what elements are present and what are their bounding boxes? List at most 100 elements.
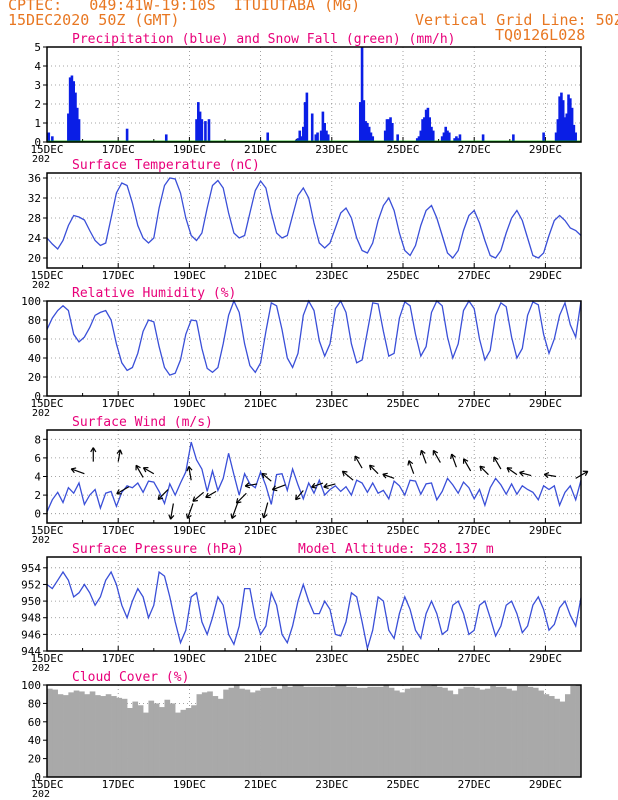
wind-arrow-head bbox=[272, 489, 278, 492]
wind-arrow-head bbox=[119, 449, 123, 455]
wind-arrow-head bbox=[135, 464, 141, 469]
precip-bar bbox=[325, 130, 328, 142]
panel-5-xtick-label: 23DEC bbox=[315, 652, 348, 665]
precip-bar bbox=[396, 134, 399, 142]
precip-bar bbox=[326, 134, 330, 142]
wind-arrow-head bbox=[382, 473, 387, 479]
precip-bar bbox=[554, 132, 558, 142]
panel-5-ytick-label: 948 bbox=[21, 612, 41, 625]
precip-bar bbox=[75, 107, 79, 142]
cloud-cover-bar bbox=[143, 712, 149, 777]
wind-arrow-head bbox=[261, 513, 265, 519]
cloud-cover-bar bbox=[180, 709, 187, 777]
wind-arrow-head bbox=[295, 494, 297, 500]
precip-bar bbox=[67, 113, 70, 142]
precip-bar bbox=[310, 113, 314, 142]
wind-arrow-head bbox=[116, 489, 120, 495]
precip-bar bbox=[570, 107, 574, 142]
model-altitude: Model Altitude: 528.137 m bbox=[298, 542, 494, 557]
cloud-cover-bar bbox=[495, 686, 502, 777]
panel-1-xtick-label: 23DEC bbox=[315, 143, 348, 156]
panel-6-xtick-label: 15DEC bbox=[30, 778, 63, 791]
panel-2-xtick-label: 23DEC bbox=[315, 269, 348, 282]
wind-arrow-head bbox=[519, 470, 525, 474]
cloud-cover-bar bbox=[383, 685, 390, 777]
precip-bar bbox=[458, 134, 462, 142]
panel-4-xtick-label: 17DEC bbox=[102, 524, 135, 537]
cloud-cover-bar bbox=[458, 688, 464, 777]
cloud-cover-bar bbox=[388, 687, 395, 777]
cloud-cover-bar bbox=[271, 686, 277, 777]
precip-bar bbox=[68, 77, 72, 142]
cloud-cover-bar bbox=[500, 686, 507, 777]
wind-arrow-head bbox=[192, 496, 196, 502]
wind-arrow bbox=[354, 455, 363, 469]
wind-arrow bbox=[236, 492, 247, 504]
cloud-cover-bar bbox=[420, 685, 427, 777]
panel-6-ytick-label: 0 bbox=[34, 771, 41, 784]
wind-arrow bbox=[323, 483, 336, 488]
wind-arrow-head bbox=[187, 514, 192, 519]
cloud-cover-bar bbox=[116, 697, 123, 777]
cloud-cover-bar bbox=[212, 696, 219, 777]
panel-2-ytick-label: 32 bbox=[28, 192, 41, 205]
precip-bar bbox=[419, 130, 423, 142]
wind-arrow-head bbox=[369, 464, 375, 468]
wind-arrow-head bbox=[506, 467, 510, 473]
wind-arrow-head bbox=[261, 472, 268, 475]
precip-bar bbox=[51, 136, 54, 142]
wind-arrow bbox=[192, 491, 205, 502]
wind-arrow-head bbox=[92, 447, 97, 453]
cloud-cover-bar bbox=[346, 686, 352, 777]
panel-1-xtick-label: 29DEC bbox=[529, 143, 562, 156]
cloud-cover-bar bbox=[474, 687, 480, 777]
cloud-cover-bar bbox=[137, 705, 144, 777]
panel-3-xtick-label: 21DEC bbox=[244, 397, 277, 410]
wind-arrow bbox=[245, 483, 258, 487]
panel-5-ytick-label: 954 bbox=[21, 562, 41, 575]
cloud-cover-bar bbox=[538, 690, 544, 777]
precip-bar bbox=[316, 132, 319, 142]
panel-3-xtick-label: 27DEC bbox=[458, 397, 491, 410]
panel-6-title: Cloud Cover (%) bbox=[72, 670, 189, 685]
precip-bar bbox=[195, 119, 198, 142]
precip-bar bbox=[442, 132, 446, 142]
panel-2-xtick-label: 17DEC bbox=[102, 269, 135, 282]
wind-arrow bbox=[231, 503, 239, 519]
wind-arrow bbox=[311, 482, 324, 488]
panel-1-xtick-label: 27DEC bbox=[458, 143, 491, 156]
precip-bar bbox=[72, 81, 75, 142]
wind-arrow bbox=[116, 486, 130, 495]
panel-4-title: Surface Wind (m/s) bbox=[72, 415, 213, 430]
panel-2-ytick-label: 28 bbox=[28, 212, 41, 225]
panel-3-ytick-label: 60 bbox=[28, 333, 41, 346]
wind-arrow-head bbox=[341, 471, 345, 477]
wind-arrow-head bbox=[230, 513, 233, 519]
wind-arrow bbox=[544, 473, 557, 478]
precip-bar bbox=[565, 113, 569, 142]
precip-bar bbox=[383, 130, 387, 142]
panel-2-xtick-label: 21DEC bbox=[244, 269, 277, 282]
header-line-1: CPTEC: 049:41W-19:10S ITUIUTABA (MG) bbox=[8, 0, 361, 14]
precip-bar bbox=[74, 92, 77, 142]
wind-arrow bbox=[71, 468, 85, 475]
cloud-cover-bar bbox=[575, 685, 582, 777]
panel-6-xtick-label: 25DEC bbox=[386, 778, 419, 791]
wind-arrow-head bbox=[90, 447, 94, 453]
panel-6-xtick-label: 29DEC bbox=[529, 778, 562, 791]
wind-arrow-head bbox=[479, 465, 485, 468]
panel-2-xtick-label: 29DEC bbox=[529, 269, 562, 282]
cloud-cover-bar bbox=[255, 690, 261, 777]
precip-bar bbox=[305, 92, 309, 142]
precip-bar bbox=[369, 132, 373, 142]
panel-4-xtick-label: 23DEC bbox=[315, 524, 348, 537]
precip-bar bbox=[197, 102, 200, 142]
wind-arrow bbox=[382, 473, 395, 479]
precip-bar bbox=[456, 138, 460, 142]
panel-5-year-label: 202 bbox=[32, 663, 50, 674]
precip-bar bbox=[561, 100, 565, 142]
wind-arrow bbox=[420, 450, 427, 464]
wind-arrow bbox=[342, 470, 354, 481]
cloud-cover-bar bbox=[479, 689, 486, 777]
